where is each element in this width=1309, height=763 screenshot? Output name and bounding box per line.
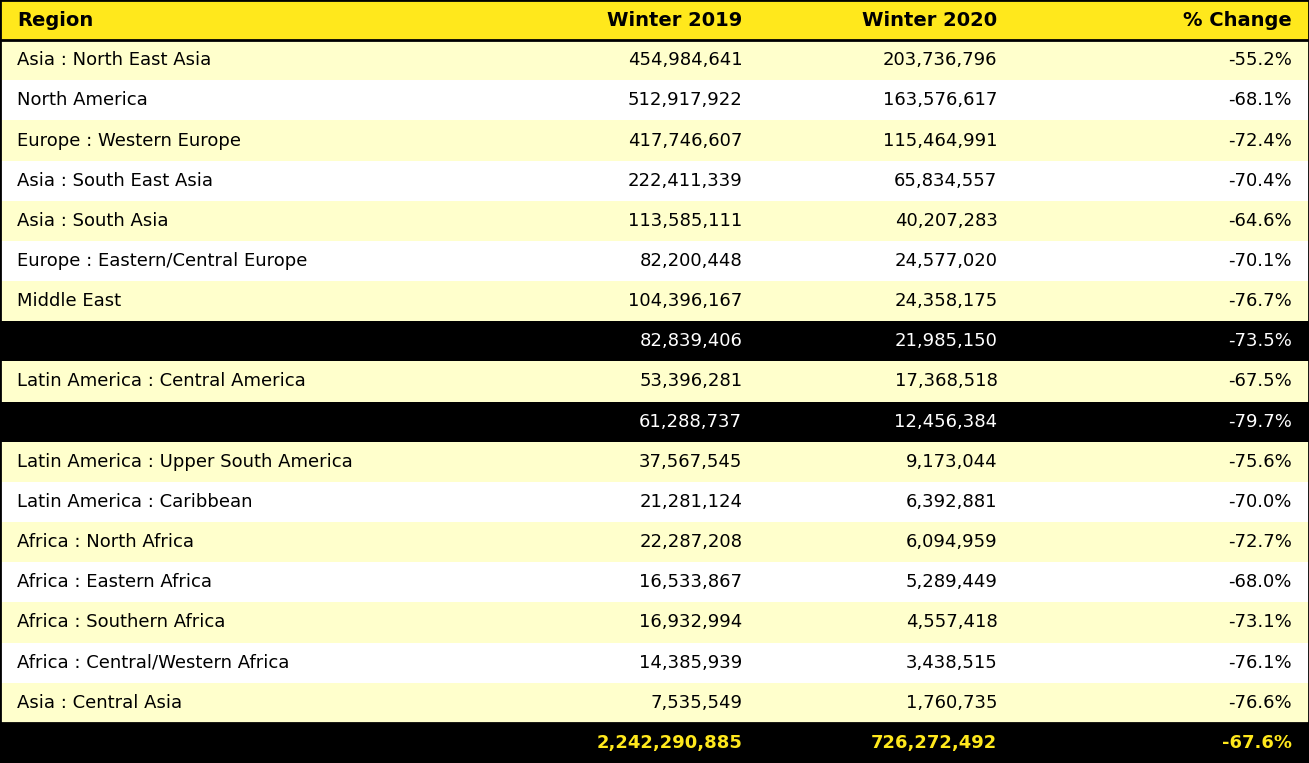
Text: Europe : Western Europe: Europe : Western Europe xyxy=(17,131,241,150)
Text: 3,438,515: 3,438,515 xyxy=(906,654,997,671)
Text: 9,173,044: 9,173,044 xyxy=(906,452,997,471)
Bar xyxy=(0,121,1309,161)
Text: Region: Region xyxy=(17,11,93,30)
Text: 61,288,737: 61,288,737 xyxy=(639,413,742,430)
Text: North America: North America xyxy=(17,92,148,109)
Text: Latin America : Upper South America: Latin America : Upper South America xyxy=(17,452,352,471)
Text: 24,358,175: 24,358,175 xyxy=(894,292,997,311)
Bar xyxy=(0,642,1309,683)
Text: -67.6%: -67.6% xyxy=(1223,734,1292,752)
Text: 163,576,617: 163,576,617 xyxy=(884,92,997,109)
Text: Latin America : Central America: Latin America : Central America xyxy=(17,372,306,391)
Text: % Change: % Change xyxy=(1183,11,1292,30)
Text: 6,392,881: 6,392,881 xyxy=(906,493,997,511)
Text: Africa : Central/Western Africa: Africa : Central/Western Africa xyxy=(17,654,289,671)
Text: 203,736,796: 203,736,796 xyxy=(884,51,997,69)
Text: -68.1%: -68.1% xyxy=(1228,92,1292,109)
Text: 22,287,208: 22,287,208 xyxy=(639,533,742,551)
Text: -70.1%: -70.1% xyxy=(1228,252,1292,270)
Text: 113,585,111: 113,585,111 xyxy=(628,212,742,230)
Text: -70.0%: -70.0% xyxy=(1229,493,1292,511)
Text: 82,839,406: 82,839,406 xyxy=(639,333,742,350)
Text: 512,917,922: 512,917,922 xyxy=(627,92,742,109)
Text: -64.6%: -64.6% xyxy=(1228,212,1292,230)
Text: 4,557,418: 4,557,418 xyxy=(906,613,997,632)
Text: 37,567,545: 37,567,545 xyxy=(639,452,742,471)
Text: 2,242,290,885: 2,242,290,885 xyxy=(597,734,742,752)
Text: -76.1%: -76.1% xyxy=(1228,654,1292,671)
Bar xyxy=(0,723,1309,763)
Text: 17,368,518: 17,368,518 xyxy=(894,372,997,391)
Text: 16,932,994: 16,932,994 xyxy=(639,613,742,632)
Text: -67.5%: -67.5% xyxy=(1228,372,1292,391)
Text: 24,577,020: 24,577,020 xyxy=(894,252,997,270)
Text: Winter 2019: Winter 2019 xyxy=(607,11,742,30)
Text: 53,396,281: 53,396,281 xyxy=(639,372,742,391)
Text: 104,396,167: 104,396,167 xyxy=(628,292,742,311)
Text: -55.2%: -55.2% xyxy=(1228,51,1292,69)
Text: 1,760,735: 1,760,735 xyxy=(906,694,997,712)
Text: Asia : North East Asia: Asia : North East Asia xyxy=(17,51,211,69)
Text: Asia : South East Asia: Asia : South East Asia xyxy=(17,172,213,190)
Text: 12,456,384: 12,456,384 xyxy=(894,413,997,430)
Text: Asia : Central Asia: Asia : Central Asia xyxy=(17,694,182,712)
Text: 14,385,939: 14,385,939 xyxy=(639,654,742,671)
Text: -68.0%: -68.0% xyxy=(1229,573,1292,591)
Bar xyxy=(0,321,1309,362)
Text: 115,464,991: 115,464,991 xyxy=(884,131,997,150)
Bar xyxy=(0,683,1309,723)
Text: 7,535,549: 7,535,549 xyxy=(651,694,742,712)
Text: -73.1%: -73.1% xyxy=(1228,613,1292,632)
Text: 5,289,449: 5,289,449 xyxy=(906,573,997,591)
Text: -76.6%: -76.6% xyxy=(1228,694,1292,712)
Bar xyxy=(0,522,1309,562)
Text: 16,533,867: 16,533,867 xyxy=(639,573,742,591)
Bar xyxy=(0,241,1309,281)
Text: -75.6%: -75.6% xyxy=(1228,452,1292,471)
Bar xyxy=(0,80,1309,121)
Text: Latin America : Caribbean: Latin America : Caribbean xyxy=(17,493,253,511)
Text: 82,200,448: 82,200,448 xyxy=(640,252,742,270)
Bar xyxy=(0,161,1309,201)
Text: Winter 2020: Winter 2020 xyxy=(863,11,997,30)
Text: -79.7%: -79.7% xyxy=(1228,413,1292,430)
Text: 40,207,283: 40,207,283 xyxy=(894,212,997,230)
Text: 726,272,492: 726,272,492 xyxy=(872,734,997,752)
Text: 222,411,339: 222,411,339 xyxy=(627,172,742,190)
Text: 21,281,124: 21,281,124 xyxy=(639,493,742,511)
Bar xyxy=(0,281,1309,321)
Text: 21,985,150: 21,985,150 xyxy=(894,333,997,350)
Text: Middle East: Middle East xyxy=(17,292,122,311)
Text: Africa : Eastern Africa: Africa : Eastern Africa xyxy=(17,573,212,591)
Text: Africa : Southern Africa: Africa : Southern Africa xyxy=(17,613,225,632)
Bar xyxy=(0,602,1309,642)
Text: Africa : North Africa: Africa : North Africa xyxy=(17,533,194,551)
Text: Europe : Eastern/Central Europe: Europe : Eastern/Central Europe xyxy=(17,252,308,270)
Text: -70.4%: -70.4% xyxy=(1228,172,1292,190)
Bar xyxy=(0,401,1309,442)
Text: Asia : South Asia: Asia : South Asia xyxy=(17,212,169,230)
Text: 454,984,641: 454,984,641 xyxy=(627,51,742,69)
Text: -72.4%: -72.4% xyxy=(1228,131,1292,150)
Bar xyxy=(0,40,1309,80)
Bar xyxy=(0,482,1309,522)
Bar xyxy=(0,0,1309,40)
Text: 417,746,607: 417,746,607 xyxy=(628,131,742,150)
Bar xyxy=(0,562,1309,602)
Text: -76.7%: -76.7% xyxy=(1228,292,1292,311)
Text: 65,834,557: 65,834,557 xyxy=(894,172,997,190)
Text: -72.7%: -72.7% xyxy=(1228,533,1292,551)
Text: 6,094,959: 6,094,959 xyxy=(906,533,997,551)
Bar xyxy=(0,362,1309,401)
Text: -73.5%: -73.5% xyxy=(1228,333,1292,350)
Bar xyxy=(0,442,1309,482)
Bar xyxy=(0,201,1309,241)
